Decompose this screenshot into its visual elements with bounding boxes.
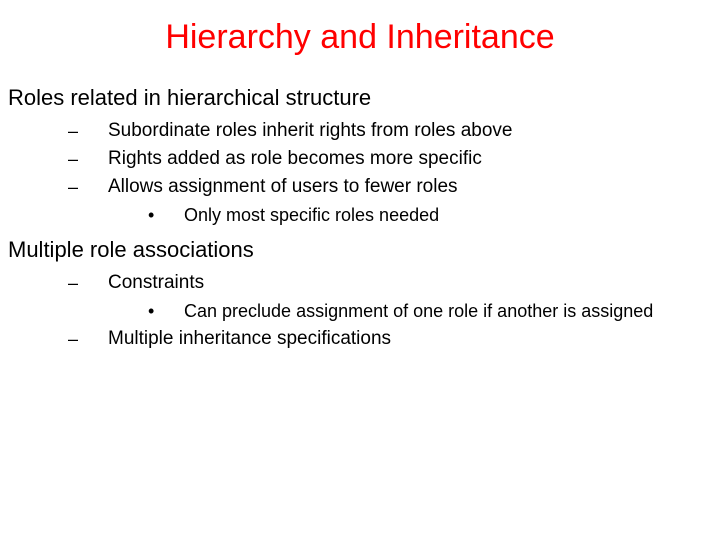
bullet-text: Only most specific roles needed (166, 203, 439, 227)
section-heading: Multiple role associations (8, 237, 712, 263)
dash-icon: – (68, 147, 86, 171)
dash-icon: – (68, 327, 86, 351)
slide-body: Roles related in hierarchical structure … (0, 85, 720, 351)
sub-bullet-item: • Only most specific roles needed (8, 203, 712, 227)
bullet-text: Constraints (86, 271, 204, 295)
bullet-text: Rights added as role becomes more specif… (86, 147, 482, 171)
slide-title: Hierarchy and Inheritance (0, 0, 720, 75)
dot-icon: • (148, 203, 166, 227)
bullet-item: – Rights added as role becomes more spec… (8, 147, 712, 171)
bullet-item: – Allows assignment of users to fewer ro… (8, 175, 712, 199)
section-heading: Roles related in hierarchical structure (8, 85, 712, 111)
dot-icon: • (148, 299, 166, 323)
bullet-text: Can preclude assignment of one role if a… (166, 299, 653, 323)
bullet-text: Subordinate roles inherit rights from ro… (86, 119, 512, 143)
dash-icon: – (68, 175, 86, 199)
dash-icon: – (68, 271, 86, 295)
bullet-item: – Subordinate roles inherit rights from … (8, 119, 712, 143)
bullet-item: – Constraints (8, 271, 712, 295)
bullet-text: Allows assignment of users to fewer role… (86, 175, 458, 199)
bullet-item: – Multiple inheritance specifications (8, 327, 712, 351)
sub-bullet-item: • Can preclude assignment of one role if… (8, 299, 712, 323)
dash-icon: – (68, 119, 86, 143)
slide: Hierarchy and Inheritance Roles related … (0, 0, 720, 540)
bullet-text: Multiple inheritance specifications (86, 327, 391, 351)
